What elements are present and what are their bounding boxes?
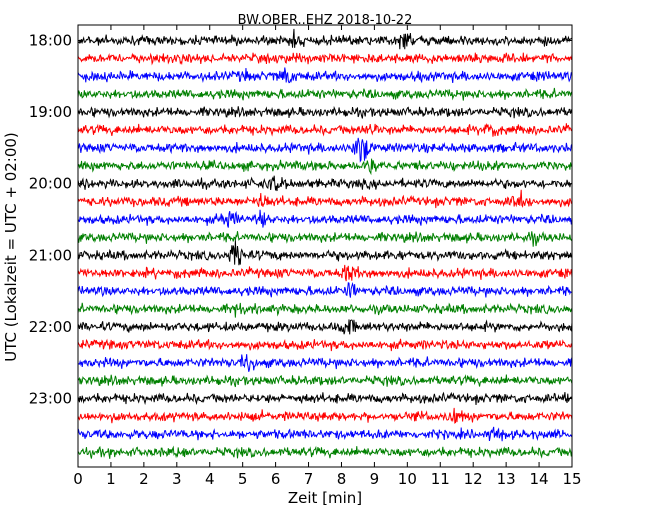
seismogram-traces: [77, 28, 573, 459]
seismogram-trace: [77, 282, 573, 298]
seismogram-trace: [77, 302, 573, 318]
seismogram-trace: [77, 231, 573, 247]
y-tick-label: 23:00: [29, 390, 72, 408]
seismogram-trace: [77, 445, 573, 459]
x-tick-label: 12: [464, 470, 483, 488]
y-axis-ticks: 18:00 19:00 20:00 21:00 22:00 23:00: [29, 32, 572, 408]
x-tick-label: 1: [106, 470, 116, 488]
x-tick-label: 5: [238, 470, 248, 488]
x-tick-label: 10: [398, 470, 417, 488]
seismogram-trace: [77, 391, 573, 406]
x-tick-label: 6: [271, 470, 281, 488]
chart-title: BW.OBER..EHZ 2018-10-22: [238, 13, 413, 28]
seismogram-trace: [77, 319, 573, 335]
y-axis-label: UTC (Lokalzeit = UTC + 02:00): [2, 132, 20, 362]
x-tick-label: 2: [139, 470, 149, 488]
plot-frame: [77, 24, 573, 468]
seismogram-trace: [77, 374, 573, 388]
seismogram-trace: [77, 264, 573, 282]
x-tick-label: 4: [205, 470, 215, 488]
x-tick-label: 13: [497, 470, 516, 488]
seismogram-trace: [77, 189, 573, 209]
seismogram-trace: [77, 52, 573, 66]
seismogram-trace: [77, 240, 573, 266]
x-tick-label: 9: [370, 470, 380, 488]
x-axis-ticks: 0 1 2 3 4 5 6 7 8 9 10 11 12 13 14 15: [73, 25, 582, 488]
seismogram-trace: [77, 354, 573, 372]
seismogram-trace: [77, 137, 573, 163]
seismogram-trace: [77, 28, 573, 50]
seismogram-trace: [77, 67, 573, 84]
seismogram-trace: [77, 158, 573, 176]
x-tick-label: 3: [172, 470, 182, 488]
seismogram-trace: [77, 105, 573, 119]
y-tick-label: 19:00: [29, 103, 72, 121]
x-tick-label: 14: [530, 470, 549, 488]
x-axis-label: Zeit [min]: [288, 489, 362, 507]
seismogram-trace: [77, 407, 573, 424]
x-tick-label: 8: [337, 470, 347, 488]
x-tick-label: 11: [431, 470, 450, 488]
x-tick-label: 15: [562, 470, 581, 488]
x-tick-label: 7: [304, 470, 314, 488]
seismogram-trace: [77, 122, 573, 137]
seismogram-trace: [77, 338, 573, 352]
y-tick-label: 22:00: [29, 318, 72, 336]
seismogram-trace: [77, 87, 573, 101]
y-tick-label: 20:00: [29, 175, 72, 193]
y-tick-label: 21:00: [29, 246, 72, 264]
seismogram-trace: [77, 426, 573, 442]
seismogram-trace: [77, 209, 573, 228]
x-tick-label: 0: [73, 470, 83, 488]
y-tick-label: 18:00: [29, 32, 72, 50]
seismogram-trace: [77, 175, 573, 192]
